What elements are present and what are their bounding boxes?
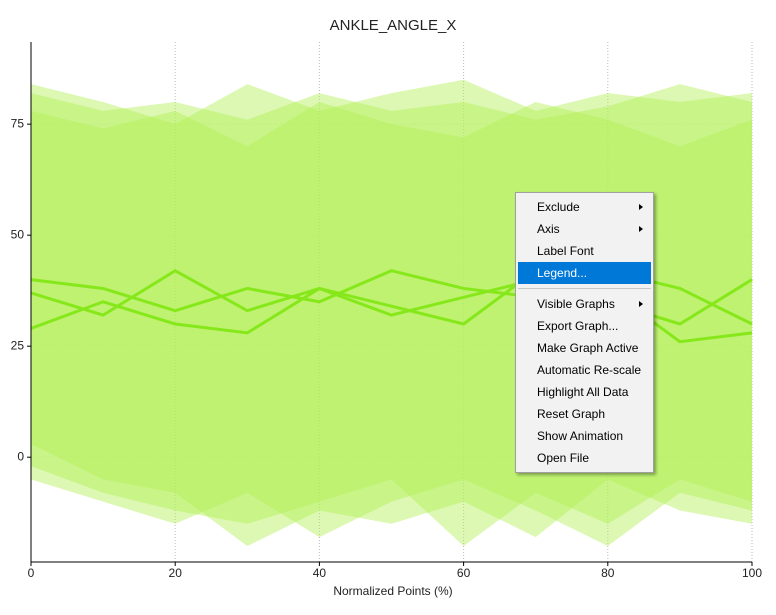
menu-item[interactable]: Highlight All Data (518, 381, 651, 403)
menu-item-label: Open File (537, 451, 590, 465)
menu-item[interactable]: Reset Graph (518, 403, 651, 425)
menu-item[interactable]: Export Graph... (518, 315, 651, 337)
menu-separator (518, 288, 651, 289)
menu-item[interactable]: Exclude (518, 196, 651, 218)
menu-item[interactable]: Label Font (518, 240, 651, 262)
x-axis-label: Normalized Points (%) (333, 584, 452, 598)
x-tick-label: 40 (313, 566, 327, 580)
menu-item-label: Legend... (537, 266, 588, 280)
submenu-arrow (639, 301, 643, 307)
axes: 0 20 40 60 80 100 0 25 50 75 (11, 42, 762, 580)
x-tick-label: 100 (742, 566, 762, 580)
y-tick-label: 0 (17, 449, 24, 463)
menu-item-label: Label Font (537, 244, 594, 258)
menu-item-label: Visible Graphs (537, 297, 615, 311)
x-tick-label: 0 (28, 566, 35, 580)
menu-item[interactable]: Make Graph Active (518, 337, 651, 359)
chart-title: ANKLE_ANGLE_X (330, 17, 457, 34)
submenu-arrow (639, 226, 643, 232)
x-tick-label: 20 (169, 566, 183, 580)
menu-item[interactable]: Open File (518, 447, 651, 469)
y-tick-label: 50 (11, 227, 25, 241)
menu-item-label: Exclude (537, 200, 580, 214)
menu-item[interactable]: Axis (518, 218, 651, 240)
x-tick-label: 60 (457, 566, 471, 580)
menu-item-label: Reset Graph (537, 407, 606, 421)
menu-item-label: Export Graph... (537, 319, 619, 333)
menu-item[interactable]: Show Animation (518, 425, 651, 447)
menu-item-label: Make Graph Active (537, 341, 639, 355)
x-tick-label: 80 (601, 566, 615, 580)
context-menu: Exclude Axis Label Font Legend... Visible Gr… (515, 192, 654, 473)
menu-item-label: Show Animation (537, 429, 624, 443)
menu-item-label: Automatic Re-scale (537, 363, 642, 377)
menu-item[interactable]: Visible Graphs (518, 293, 651, 315)
y-tick-label: 75 (11, 116, 25, 130)
menu-item-label: Axis (537, 222, 560, 236)
menu-item[interactable]: Automatic Re-scale (518, 359, 651, 381)
y-tick-label: 25 (11, 338, 25, 352)
menu-item-label: Highlight All Data (537, 385, 629, 399)
submenu-arrow (639, 204, 643, 210)
menu-item[interactable]: Legend... (518, 262, 651, 284)
